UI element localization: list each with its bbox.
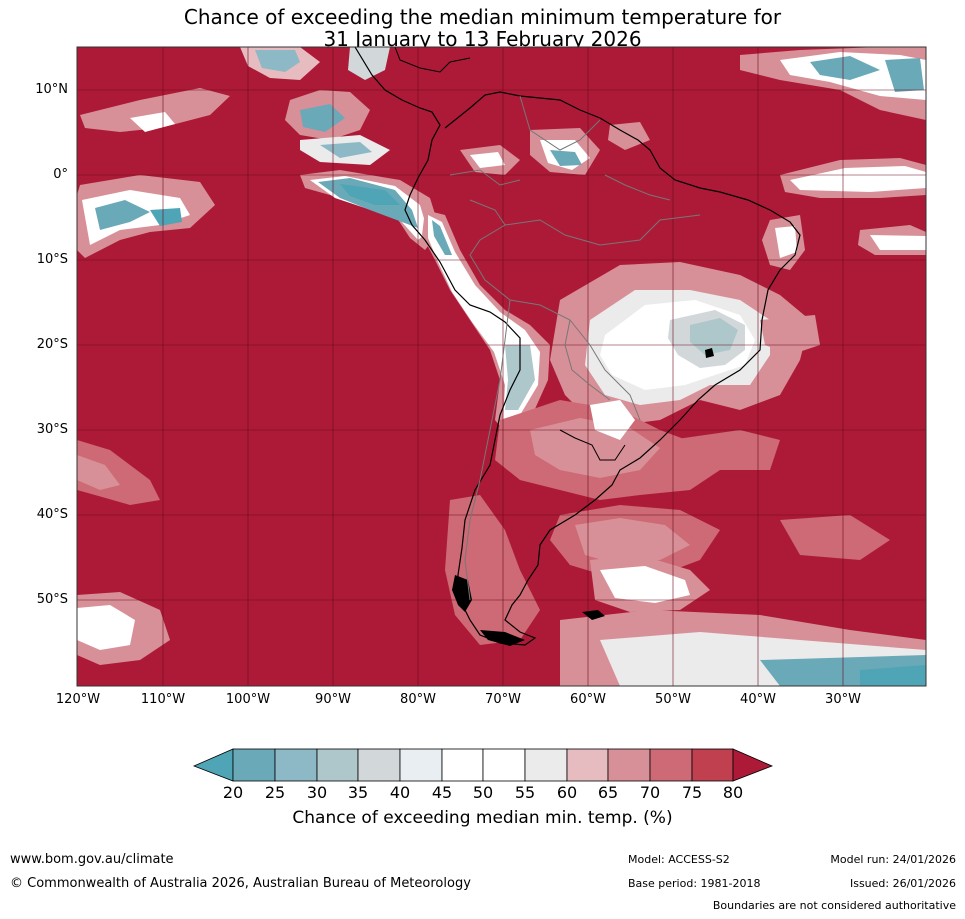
- tierra-del-fuego: [480, 630, 525, 646]
- map-frame: [76, 46, 927, 687]
- lat-label-20s: 20°S: [36, 337, 68, 352]
- copyright-notice: © Commonwealth of Australia 2026, Austra…: [10, 876, 471, 891]
- base-period: Base period: 1981-2018: [628, 877, 761, 890]
- colorbar-bin: [607, 748, 651, 782]
- colorbar-tick: 65: [597, 783, 619, 802]
- colorbar-max-arrow: [732, 748, 774, 782]
- brazil-lake: [705, 348, 714, 358]
- coastline: [354, 47, 801, 646]
- map-title-line1: Chance of exceeding the median minimum t…: [183, 5, 782, 29]
- anomaly-region: [77, 455, 120, 490]
- anomaly-region: [550, 150, 582, 166]
- graticule: [77, 47, 926, 686]
- lon-label-80w: 80°W: [400, 692, 436, 707]
- anomaly-region: [780, 515, 890, 560]
- lon-label-40w: 40°W: [740, 692, 776, 707]
- lat-label-40s: 40°S: [36, 507, 68, 522]
- anomaly-region: [130, 112, 175, 132]
- anomaly-region: [95, 200, 150, 230]
- falkland-islands: [582, 610, 605, 620]
- anomaly-region: [348, 47, 390, 80]
- colorbar-bin: [399, 748, 443, 782]
- colorbar-bin: [649, 748, 693, 782]
- lon-label-90w: 90°W: [315, 692, 351, 707]
- colorbar-tick: 40: [389, 783, 411, 802]
- anomaly-region: [860, 665, 926, 686]
- anomaly-region: [600, 566, 690, 603]
- lon-label-30w: 30°W: [825, 692, 861, 707]
- colorbar-tick: 70: [639, 783, 661, 802]
- colorbar-tick: 25: [264, 783, 286, 802]
- anomaly-region: [505, 345, 535, 410]
- lon-label-120w: 120°W: [55, 692, 101, 707]
- map-area: [77, 47, 926, 686]
- lat-label-10n: 10°N: [35, 82, 68, 97]
- anomaly-region: [80, 88, 230, 132]
- colorbar-label: Chance of exceeding median min. temp. (%…: [292, 808, 673, 828]
- colorbar-bin: [524, 748, 568, 782]
- anomaly-region: [470, 152, 505, 168]
- anomaly-region: [150, 208, 182, 226]
- colorbar-tick: 80: [722, 783, 744, 802]
- colorbar-bin: [232, 748, 276, 782]
- colorbar-tick: 45: [431, 783, 453, 802]
- colorbar-tick: 20: [222, 783, 244, 802]
- lon-label-50w: 50°W: [655, 692, 691, 707]
- lon-label-70w: 70°W: [485, 692, 521, 707]
- lon-label-60w: 60°W: [570, 692, 606, 707]
- anomaly-region: [575, 518, 690, 565]
- lon-label-110w: 110°W: [140, 692, 186, 707]
- lat-label-0: 0°: [53, 167, 68, 182]
- anomaly-region: [670, 430, 780, 470]
- anomaly-region: [810, 56, 880, 80]
- anomaly-region: [790, 166, 926, 192]
- anomaly-region: [318, 178, 418, 228]
- anomaly-region: [690, 318, 738, 355]
- chile-archipelago: [452, 575, 472, 612]
- colorbar-min-arrow: [192, 748, 234, 782]
- colorbar-bin: [316, 748, 359, 782]
- colorbar: [192, 748, 774, 782]
- country-borders: [449, 95, 701, 601]
- anomaly-region: [870, 235, 926, 250]
- colorbar-bin: [441, 748, 484, 782]
- source-url[interactable]: www.bom.gov.au/climate: [10, 852, 174, 867]
- colorbar-tick: 50: [472, 783, 494, 802]
- colorbar-tick: 30: [306, 783, 328, 802]
- anomaly-region: [775, 226, 797, 258]
- colorbar-tick: 60: [556, 783, 578, 802]
- colorbar-tick: 35: [347, 783, 369, 802]
- lat-label-30s: 30°S: [36, 422, 68, 437]
- coastline: [559, 429, 626, 461]
- issued-date: Issued: 26/01/2026: [849, 877, 956, 890]
- colorbar-bin: [691, 748, 734, 782]
- colorbar-tick: 75: [681, 783, 703, 802]
- anomaly-region: [300, 104, 345, 132]
- model-info: Model: ACCESS-S2: [628, 853, 730, 866]
- colorbar-bin: [482, 748, 526, 782]
- colorbar-bin: [566, 748, 609, 782]
- anomaly-region: [432, 220, 452, 255]
- lon-label-100w: 100°W: [225, 692, 271, 707]
- colorbar-bin: [274, 748, 318, 782]
- colorbar-tick: 55: [514, 783, 536, 802]
- anomaly-region: [340, 184, 400, 205]
- model-run-date: Model run: 24/01/2026: [830, 853, 956, 866]
- anomaly-region: [77, 605, 135, 650]
- lat-label-50s: 50°S: [36, 592, 68, 607]
- anomaly-region: [885, 58, 924, 92]
- boundary-disclaimer: Boundaries are not considered authoritat…: [712, 899, 956, 912]
- anomaly-region: [530, 418, 660, 478]
- colorbar-bin: [357, 748, 401, 782]
- anomaly-region: [255, 50, 300, 72]
- lat-label-10s: 10°S: [36, 252, 68, 267]
- coastline: [394, 47, 471, 73]
- map-title-line2: 31 January to 13 February 2026: [323, 27, 642, 51]
